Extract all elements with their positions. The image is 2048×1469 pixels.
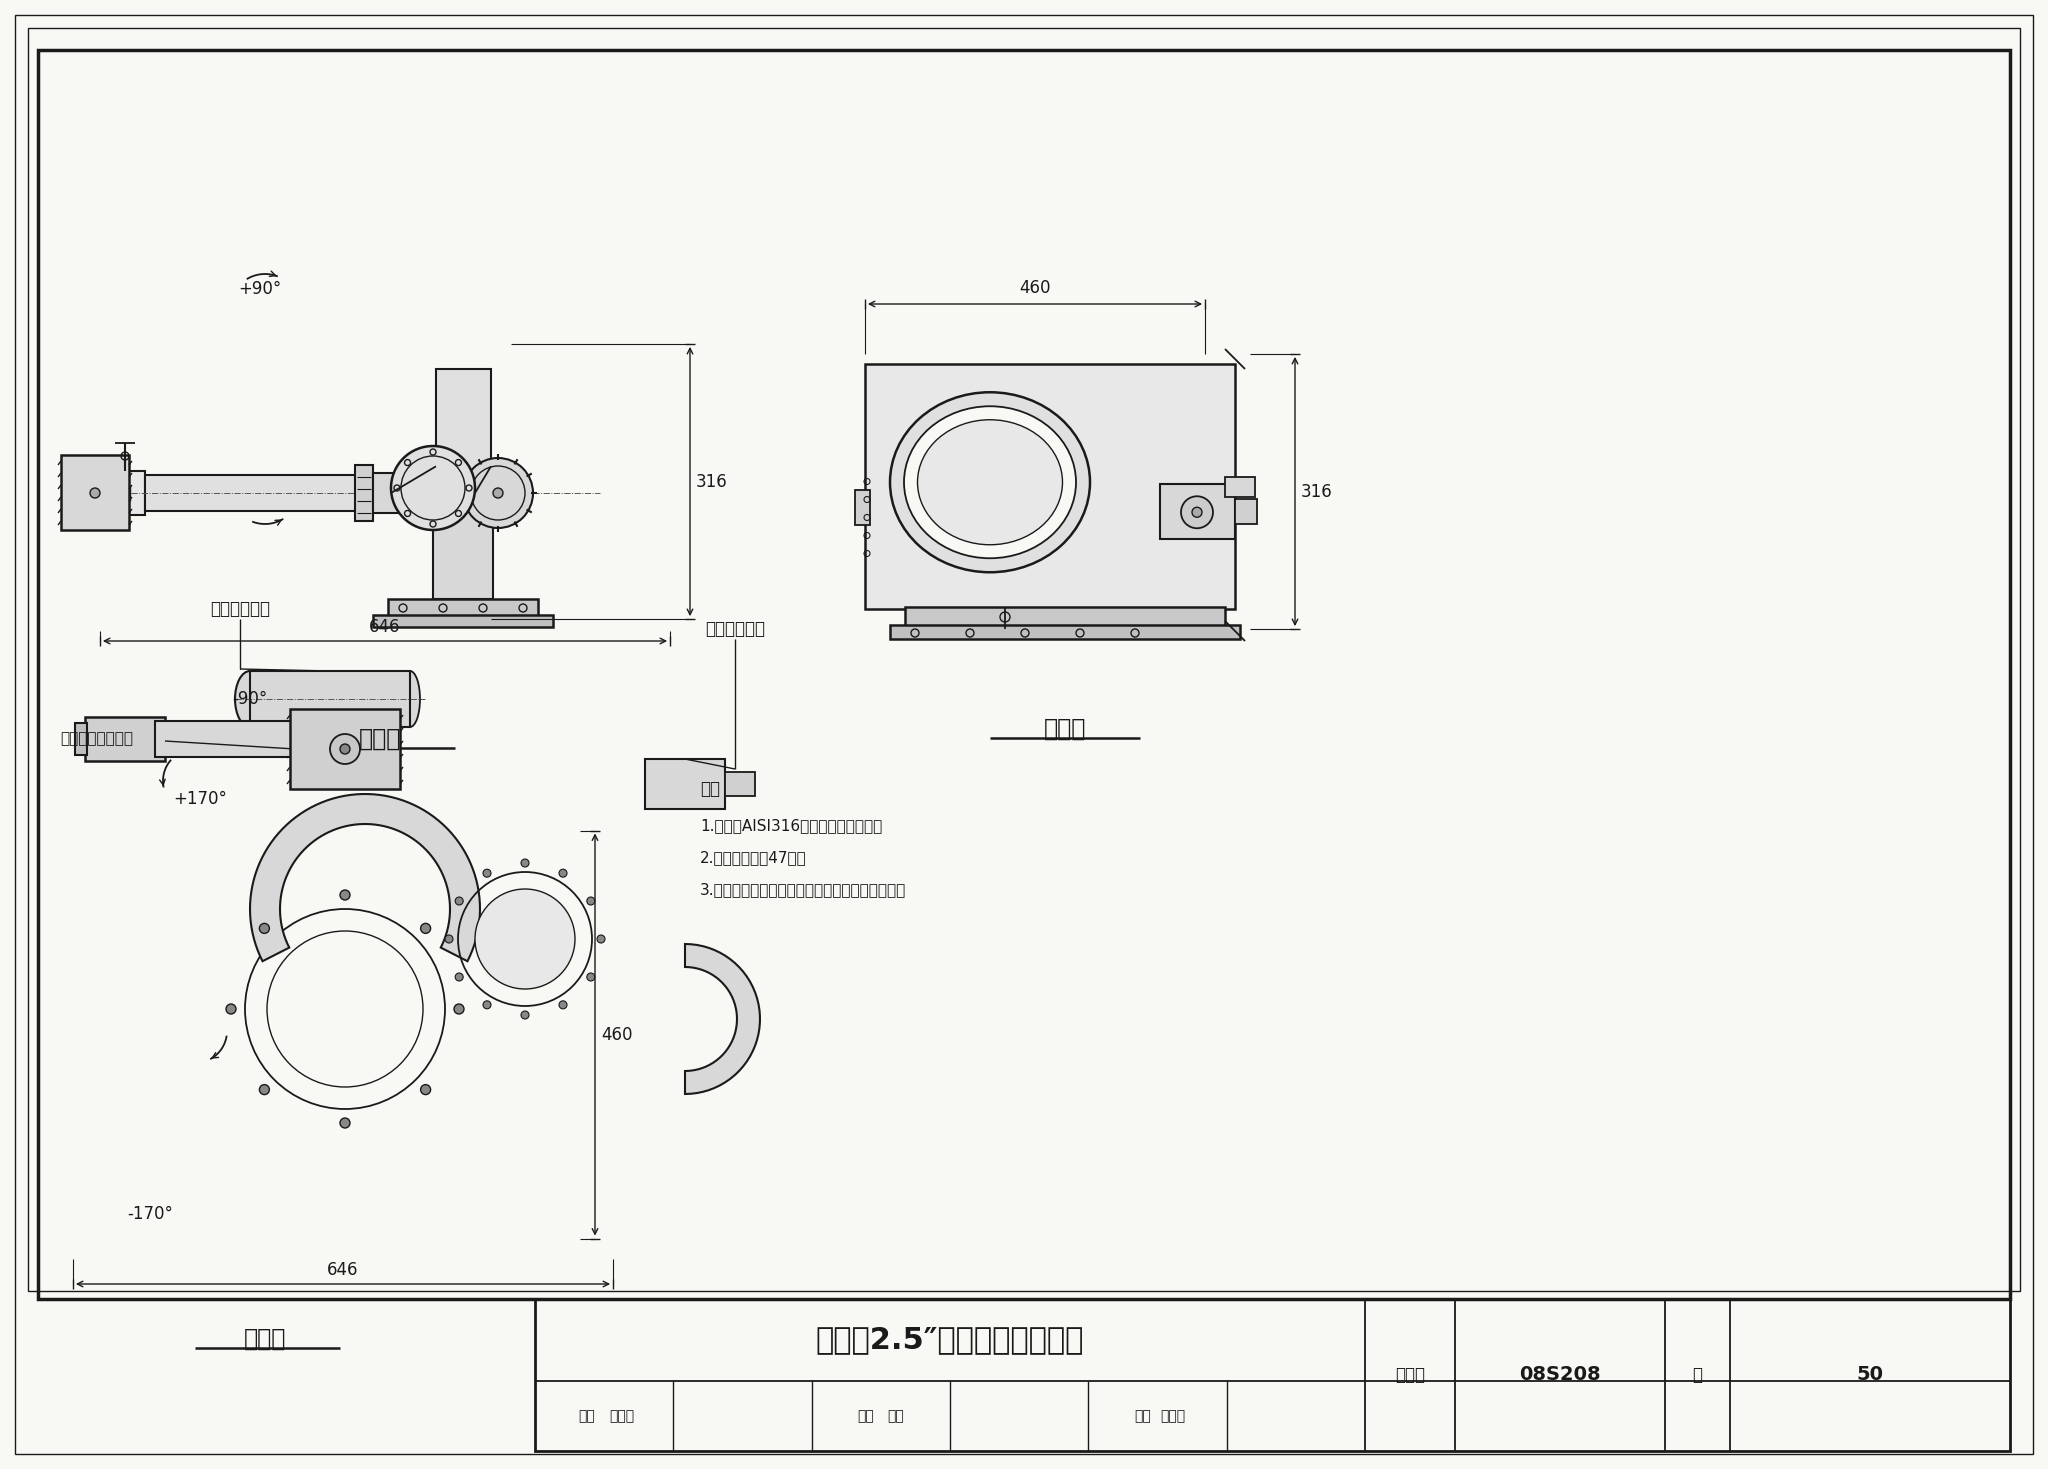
Bar — [436, 369, 492, 508]
Bar — [86, 717, 166, 761]
Circle shape — [588, 972, 594, 981]
Text: 08S208: 08S208 — [1520, 1366, 1602, 1384]
Bar — [891, 624, 1239, 639]
Text: 316: 316 — [696, 473, 727, 491]
Bar — [373, 473, 432, 513]
Circle shape — [463, 458, 532, 527]
Circle shape — [340, 1118, 350, 1128]
Circle shape — [217, 881, 473, 1137]
Ellipse shape — [918, 420, 1063, 545]
Circle shape — [90, 488, 100, 498]
Text: 1.炮身为AISI316铝合金，阀门为铜。: 1.炮身为AISI316铝合金，阀门为铜。 — [700, 818, 883, 833]
Circle shape — [483, 870, 492, 877]
Bar — [250, 671, 410, 727]
Circle shape — [444, 934, 453, 943]
Bar — [100, 472, 145, 516]
Text: 校对: 校对 — [858, 1409, 874, 1423]
Text: +90°: +90° — [238, 281, 283, 298]
Text: 垂直旋转电机: 垂直旋转电机 — [211, 599, 270, 618]
Circle shape — [1192, 507, 1202, 517]
Polygon shape — [250, 795, 479, 961]
Circle shape — [475, 889, 575, 989]
Bar — [905, 607, 1225, 629]
Polygon shape — [684, 945, 760, 1094]
Circle shape — [455, 1003, 465, 1014]
Circle shape — [260, 1084, 270, 1094]
Ellipse shape — [399, 671, 420, 727]
Circle shape — [340, 890, 350, 900]
Text: 页: 页 — [1692, 1366, 1702, 1384]
Circle shape — [588, 898, 594, 905]
Bar — [864, 364, 1235, 610]
Bar — [354, 466, 373, 521]
Circle shape — [420, 1084, 430, 1094]
Text: 平面图: 平面图 — [244, 1327, 287, 1351]
Text: 460: 460 — [602, 1025, 633, 1043]
Text: 图集号: 图集号 — [1395, 1366, 1425, 1384]
Circle shape — [340, 743, 350, 754]
Circle shape — [598, 934, 604, 943]
Text: 2.性能参数见第47页。: 2.性能参数见第47页。 — [700, 851, 807, 865]
Circle shape — [1182, 497, 1212, 529]
Bar — [854, 491, 870, 524]
Text: 戚晓专: 戚晓专 — [610, 1409, 635, 1423]
Circle shape — [420, 924, 430, 933]
Text: 王世杰: 王世杰 — [1159, 1409, 1186, 1423]
Text: 水平旋转电机: 水平旋转电机 — [705, 620, 766, 638]
Text: -170°: -170° — [127, 1205, 172, 1224]
Polygon shape — [391, 466, 492, 494]
Bar — [1159, 485, 1235, 539]
Text: 设计: 设计 — [1135, 1409, 1151, 1423]
Ellipse shape — [236, 671, 264, 727]
Text: 注：: 注： — [700, 780, 721, 798]
Text: 正立面: 正立面 — [358, 727, 401, 751]
Bar — [1235, 499, 1257, 524]
Bar — [725, 773, 756, 796]
Text: 316: 316 — [1300, 482, 1333, 501]
Circle shape — [520, 859, 528, 867]
Bar — [61, 455, 129, 530]
Bar — [645, 759, 725, 809]
Circle shape — [260, 924, 270, 933]
Circle shape — [520, 1011, 528, 1019]
Text: 审核: 审核 — [578, 1409, 594, 1423]
Circle shape — [483, 1000, 492, 1009]
Bar — [535, 1299, 2009, 1451]
Text: 646: 646 — [369, 618, 401, 636]
Text: 3.按法国博克专业消防装备有限公司的资料编制。: 3.按法国博克专业消防装备有限公司的资料编制。 — [700, 881, 907, 898]
Bar — [387, 599, 539, 617]
Text: 喷射模式控制装置: 喷射模式控制装置 — [59, 732, 133, 746]
Text: 斯纳克2.5″消防水炮外形尺寸: 斯纳克2.5″消防水炮外形尺寸 — [815, 1325, 1083, 1354]
Bar — [39, 50, 2009, 1299]
Bar — [373, 616, 553, 627]
Bar — [432, 477, 494, 599]
Circle shape — [391, 447, 475, 530]
Circle shape — [330, 734, 360, 764]
Bar — [1225, 476, 1255, 497]
Circle shape — [225, 1003, 236, 1014]
Circle shape — [559, 1000, 567, 1009]
Circle shape — [455, 898, 463, 905]
Circle shape — [559, 870, 567, 877]
Text: 460: 460 — [1020, 279, 1051, 297]
Bar — [291, 710, 399, 789]
Circle shape — [494, 488, 504, 498]
Text: -90°: -90° — [231, 690, 268, 708]
Text: +170°: +170° — [174, 790, 227, 808]
Bar — [156, 721, 354, 757]
Circle shape — [455, 972, 463, 981]
Bar — [350, 714, 385, 764]
Text: 侧立面: 侧立面 — [1044, 717, 1085, 740]
Text: 50: 50 — [1855, 1366, 1884, 1384]
Ellipse shape — [903, 407, 1075, 558]
Text: 刘芳: 刘芳 — [887, 1409, 905, 1423]
Bar — [29, 28, 2019, 1291]
Bar — [145, 474, 365, 511]
Bar — [76, 723, 86, 755]
Text: 646: 646 — [328, 1260, 358, 1279]
Ellipse shape — [891, 392, 1090, 573]
Circle shape — [440, 853, 610, 1024]
